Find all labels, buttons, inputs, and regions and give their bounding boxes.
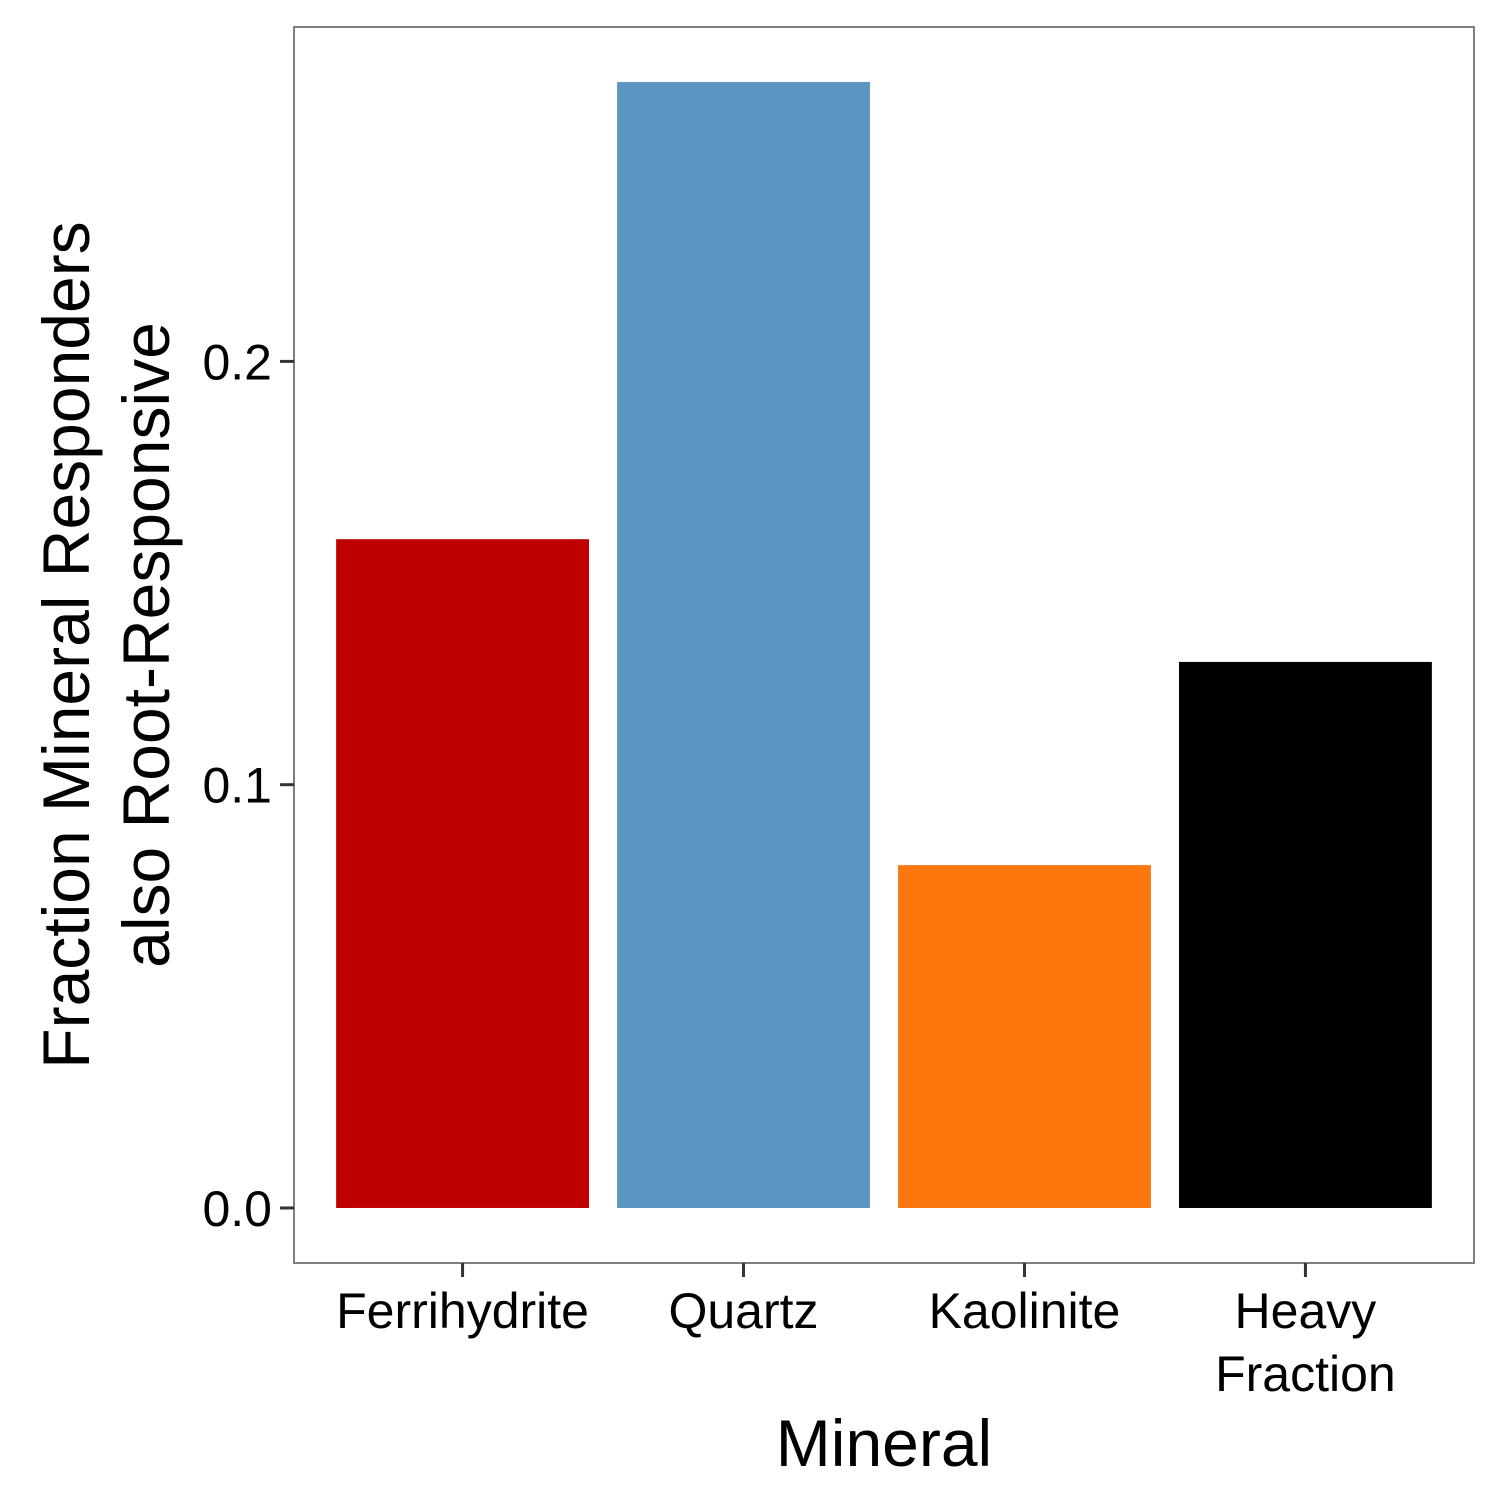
- x-axis-title: Mineral: [776, 1406, 992, 1480]
- x-axis: Ferrihydrite Quartz Kaolinite Heavy Fraction: [336, 1263, 1396, 1402]
- x-tick-label: Heavy: [1235, 1283, 1377, 1339]
- y-axis-title-line-2: also Root-Responsive: [109, 322, 183, 968]
- y-tick-label: 0.0: [202, 1181, 272, 1237]
- bar-kaolinite: [898, 865, 1151, 1208]
- y-tick-label: 0.2: [202, 334, 272, 390]
- bars-group: [336, 82, 1432, 1208]
- x-tick-label: Fraction: [1215, 1346, 1396, 1402]
- y-axis-title-line-1: Fraction Mineral Responders: [29, 221, 103, 1068]
- y-tick-label: 0.1: [202, 758, 272, 814]
- plot-panel-border: [293, 26, 1475, 1264]
- bar-heavy-fraction: [1179, 661, 1432, 1208]
- bar-quartz: [617, 82, 870, 1208]
- x-tick-label: Quartz: [668, 1283, 818, 1339]
- x-tick-label: Kaolinite: [929, 1283, 1121, 1339]
- x-tick-label: Ferrihydrite: [336, 1283, 589, 1339]
- bar-ferrihydrite: [336, 539, 589, 1208]
- y-axis-title: Fraction Mineral Responders also Root-Re…: [29, 221, 183, 1068]
- y-axis: 0.0 0.1 0.2: [202, 334, 294, 1237]
